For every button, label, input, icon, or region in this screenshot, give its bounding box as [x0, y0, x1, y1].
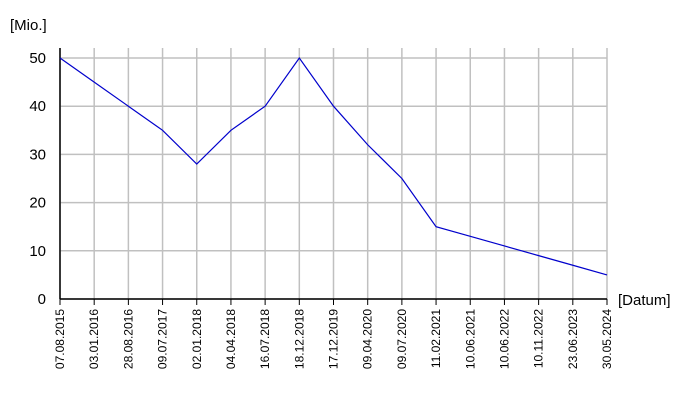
x-axis-label: [Datum] — [618, 292, 671, 309]
x-tick-label: 10.06.2022 — [497, 309, 511, 369]
y-axis-label: [Mio.] — [10, 17, 47, 34]
y-tick-label: 50 — [29, 50, 46, 67]
y-tick-label: 10 — [29, 243, 46, 260]
x-tick-label: 04.04.2018 — [224, 309, 238, 369]
y-tick-label: 40 — [29, 98, 46, 115]
y-tick-label: 0 — [38, 291, 46, 308]
x-tick-label: 30.05.2024 — [600, 309, 614, 369]
x-tick-label: 09.07.2017 — [156, 309, 170, 369]
x-tick-label: 11.02.2021 — [429, 309, 443, 368]
x-tick-label: 07.08.2015 — [53, 309, 67, 369]
x-tick-label: 23.06.2023 — [566, 309, 580, 369]
x-tick-label: 17.12.2019 — [327, 309, 341, 369]
y-tick-label: 20 — [29, 195, 46, 212]
y-tick-label: 30 — [29, 146, 46, 163]
x-tick-label: 09.04.2020 — [361, 309, 375, 369]
x-tick-label: 10.11.2022 — [532, 309, 546, 368]
x-tick-label: 02.01.2018 — [190, 309, 204, 369]
x-tick-label: 18.12.2018 — [292, 309, 306, 369]
line — [59, 56, 608, 276]
x-tick-label: 09.07.2020 — [395, 309, 409, 369]
x-tick-label: 28.08.2016 — [121, 309, 135, 369]
x-tick-label: 16.07.2018 — [258, 309, 272, 369]
x-tick-label: 10.06.2021 — [463, 309, 477, 369]
x-tick-label: 03.01.2016 — [87, 309, 101, 369]
